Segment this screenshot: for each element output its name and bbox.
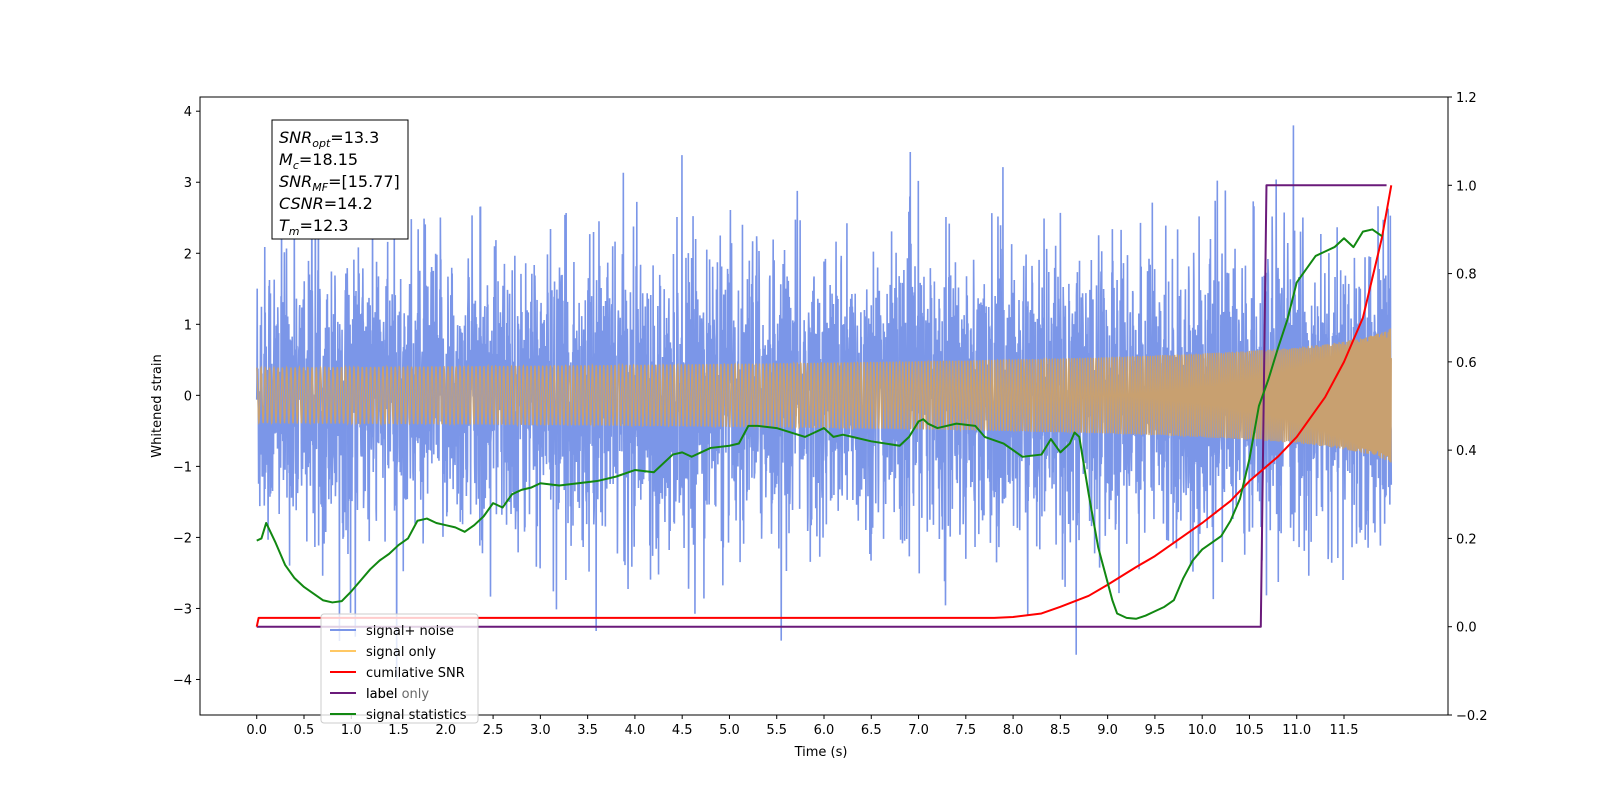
x-axis-label: Time (s) [794, 745, 848, 760]
x-tick-label: 11.5 [1330, 723, 1359, 738]
legend-frame [320, 613, 479, 724]
x-tick-label: 3.0 [530, 723, 551, 738]
y-tick-label: −2 [173, 531, 192, 546]
legend-label: signal only [366, 645, 436, 660]
annotation-subscript: opt [312, 137, 331, 150]
annotation-line: SNRopt=13.3 [279, 128, 379, 150]
cumulative-snr-line [255, 185, 1393, 627]
annotation-subscript: MF [312, 181, 328, 194]
annotation-symbol: T [279, 216, 290, 235]
x-tick-label: 4.0 [625, 723, 646, 738]
x-tick-label: 2.0 [435, 723, 456, 738]
legend-label: cumilative SNR [366, 666, 465, 681]
annotation-value: =13.3 [330, 128, 379, 147]
x-tick-label: 4.5 [672, 723, 693, 738]
y2-tick-label: 0.6 [1456, 356, 1477, 371]
annotation-subscript: m [289, 225, 300, 238]
y-axis-right: 1.2 1.0 0.8 0.6 0.4 0.2 0.0 −0.2 [1448, 91, 1488, 724]
y2-tick-label: 1.0 [1456, 179, 1477, 194]
x-tick-label: 5.5 [766, 723, 787, 738]
x-tick-label: 1.5 [388, 723, 409, 738]
legend: label only signal+ noise signal only cumila… [320, 613, 479, 724]
y2-tick-label: 0.0 [1456, 621, 1477, 636]
signal-statistics-line [256, 228, 1383, 620]
x-tick-label: 2.5 [483, 723, 504, 738]
x-tick-label: 7.0 [908, 723, 929, 738]
legend-label: signal+ noise [366, 624, 454, 639]
y-axis-left: 4 3 2 1 0 −1 −2 −3 −4 [173, 105, 200, 688]
annotation-value: =[15.77] [328, 172, 400, 191]
annotation-line: CSNR=14.2 [279, 194, 373, 213]
right-axis-series [255, 184, 1393, 628]
y-tick-label: 1 [184, 318, 192, 333]
annotation-frame [271, 119, 409, 240]
y-tick-label: 3 [184, 176, 192, 191]
signal-only-line [256, 328, 1392, 463]
y-tick-label: −1 [173, 460, 192, 475]
stats-annotation-box: SNRopt=13.3Mc=18.15SNRMF=[15.77]CSNR=14.… [271, 119, 409, 240]
x-tick-label: 10.5 [1235, 723, 1264, 738]
x-tick-label: 9.5 [1145, 723, 1166, 738]
y-axis-label: Whitened strain [150, 354, 165, 457]
annotation-symbol: CSNR [279, 194, 324, 213]
y2-tick-label: 0.4 [1456, 444, 1477, 459]
y-tick-label: −4 [173, 673, 192, 688]
annotation-value: =14.2 [324, 194, 373, 213]
x-tick-label: 0.0 [246, 723, 267, 738]
y2-tick-label: 1.2 [1456, 91, 1477, 106]
x-tick-label: 6.5 [861, 723, 882, 738]
annotation-value: =18.15 [299, 150, 358, 169]
annotation-value: =12.3 [300, 216, 349, 235]
x-tick-label: 10.0 [1188, 723, 1217, 738]
annotation-subscript: c [293, 159, 299, 172]
annotation-line: Tm=12.3 [279, 216, 349, 238]
y2-tick-label: 0.8 [1456, 268, 1477, 283]
signal-only-series [256, 328, 1392, 463]
y-tick-label: 4 [184, 105, 192, 120]
legend-ghost-label: label only [366, 687, 429, 702]
x-tick-label: 8.5 [1050, 723, 1071, 738]
y2-tick-label: 0.2 [1456, 532, 1477, 547]
x-tick-label: 1.0 [341, 723, 362, 738]
x-tick-label: 3.5 [577, 723, 598, 738]
annotation-symbol: M [279, 150, 293, 169]
y-tick-label: 2 [184, 247, 192, 262]
x-tick-label: 7.5 [955, 723, 976, 738]
x-tick-label: 0.5 [294, 723, 315, 738]
legend-label: signal statistics [366, 708, 467, 723]
y2-tick-label: −0.2 [1456, 709, 1488, 724]
x-tick-label: 9.0 [1097, 723, 1118, 738]
x-tick-label: 11.0 [1282, 723, 1311, 738]
y-tick-label: 0 [184, 389, 192, 404]
annotation-symbol: SNR [279, 172, 312, 191]
annotation-line: SNRMF=[15.77] [279, 172, 400, 194]
x-tick-label: 8.0 [1003, 723, 1024, 738]
x-axis: 0.0 0.5 1.0 1.5 2.0 2.5 3.0 3.5 4.0 4.5 5.0 5.5 6.0 6… [246, 715, 1358, 738]
y-tick-label: −3 [173, 602, 192, 617]
label-line [256, 184, 1387, 628]
legend-label: label [366, 687, 397, 702]
annotation-symbol: SNR [279, 128, 312, 147]
plot-area [255, 125, 1393, 680]
x-tick-label: 5.0 [719, 723, 740, 738]
annotation-line: Mc=18.15 [279, 150, 358, 172]
x-tick-label: 6.0 [814, 723, 835, 738]
